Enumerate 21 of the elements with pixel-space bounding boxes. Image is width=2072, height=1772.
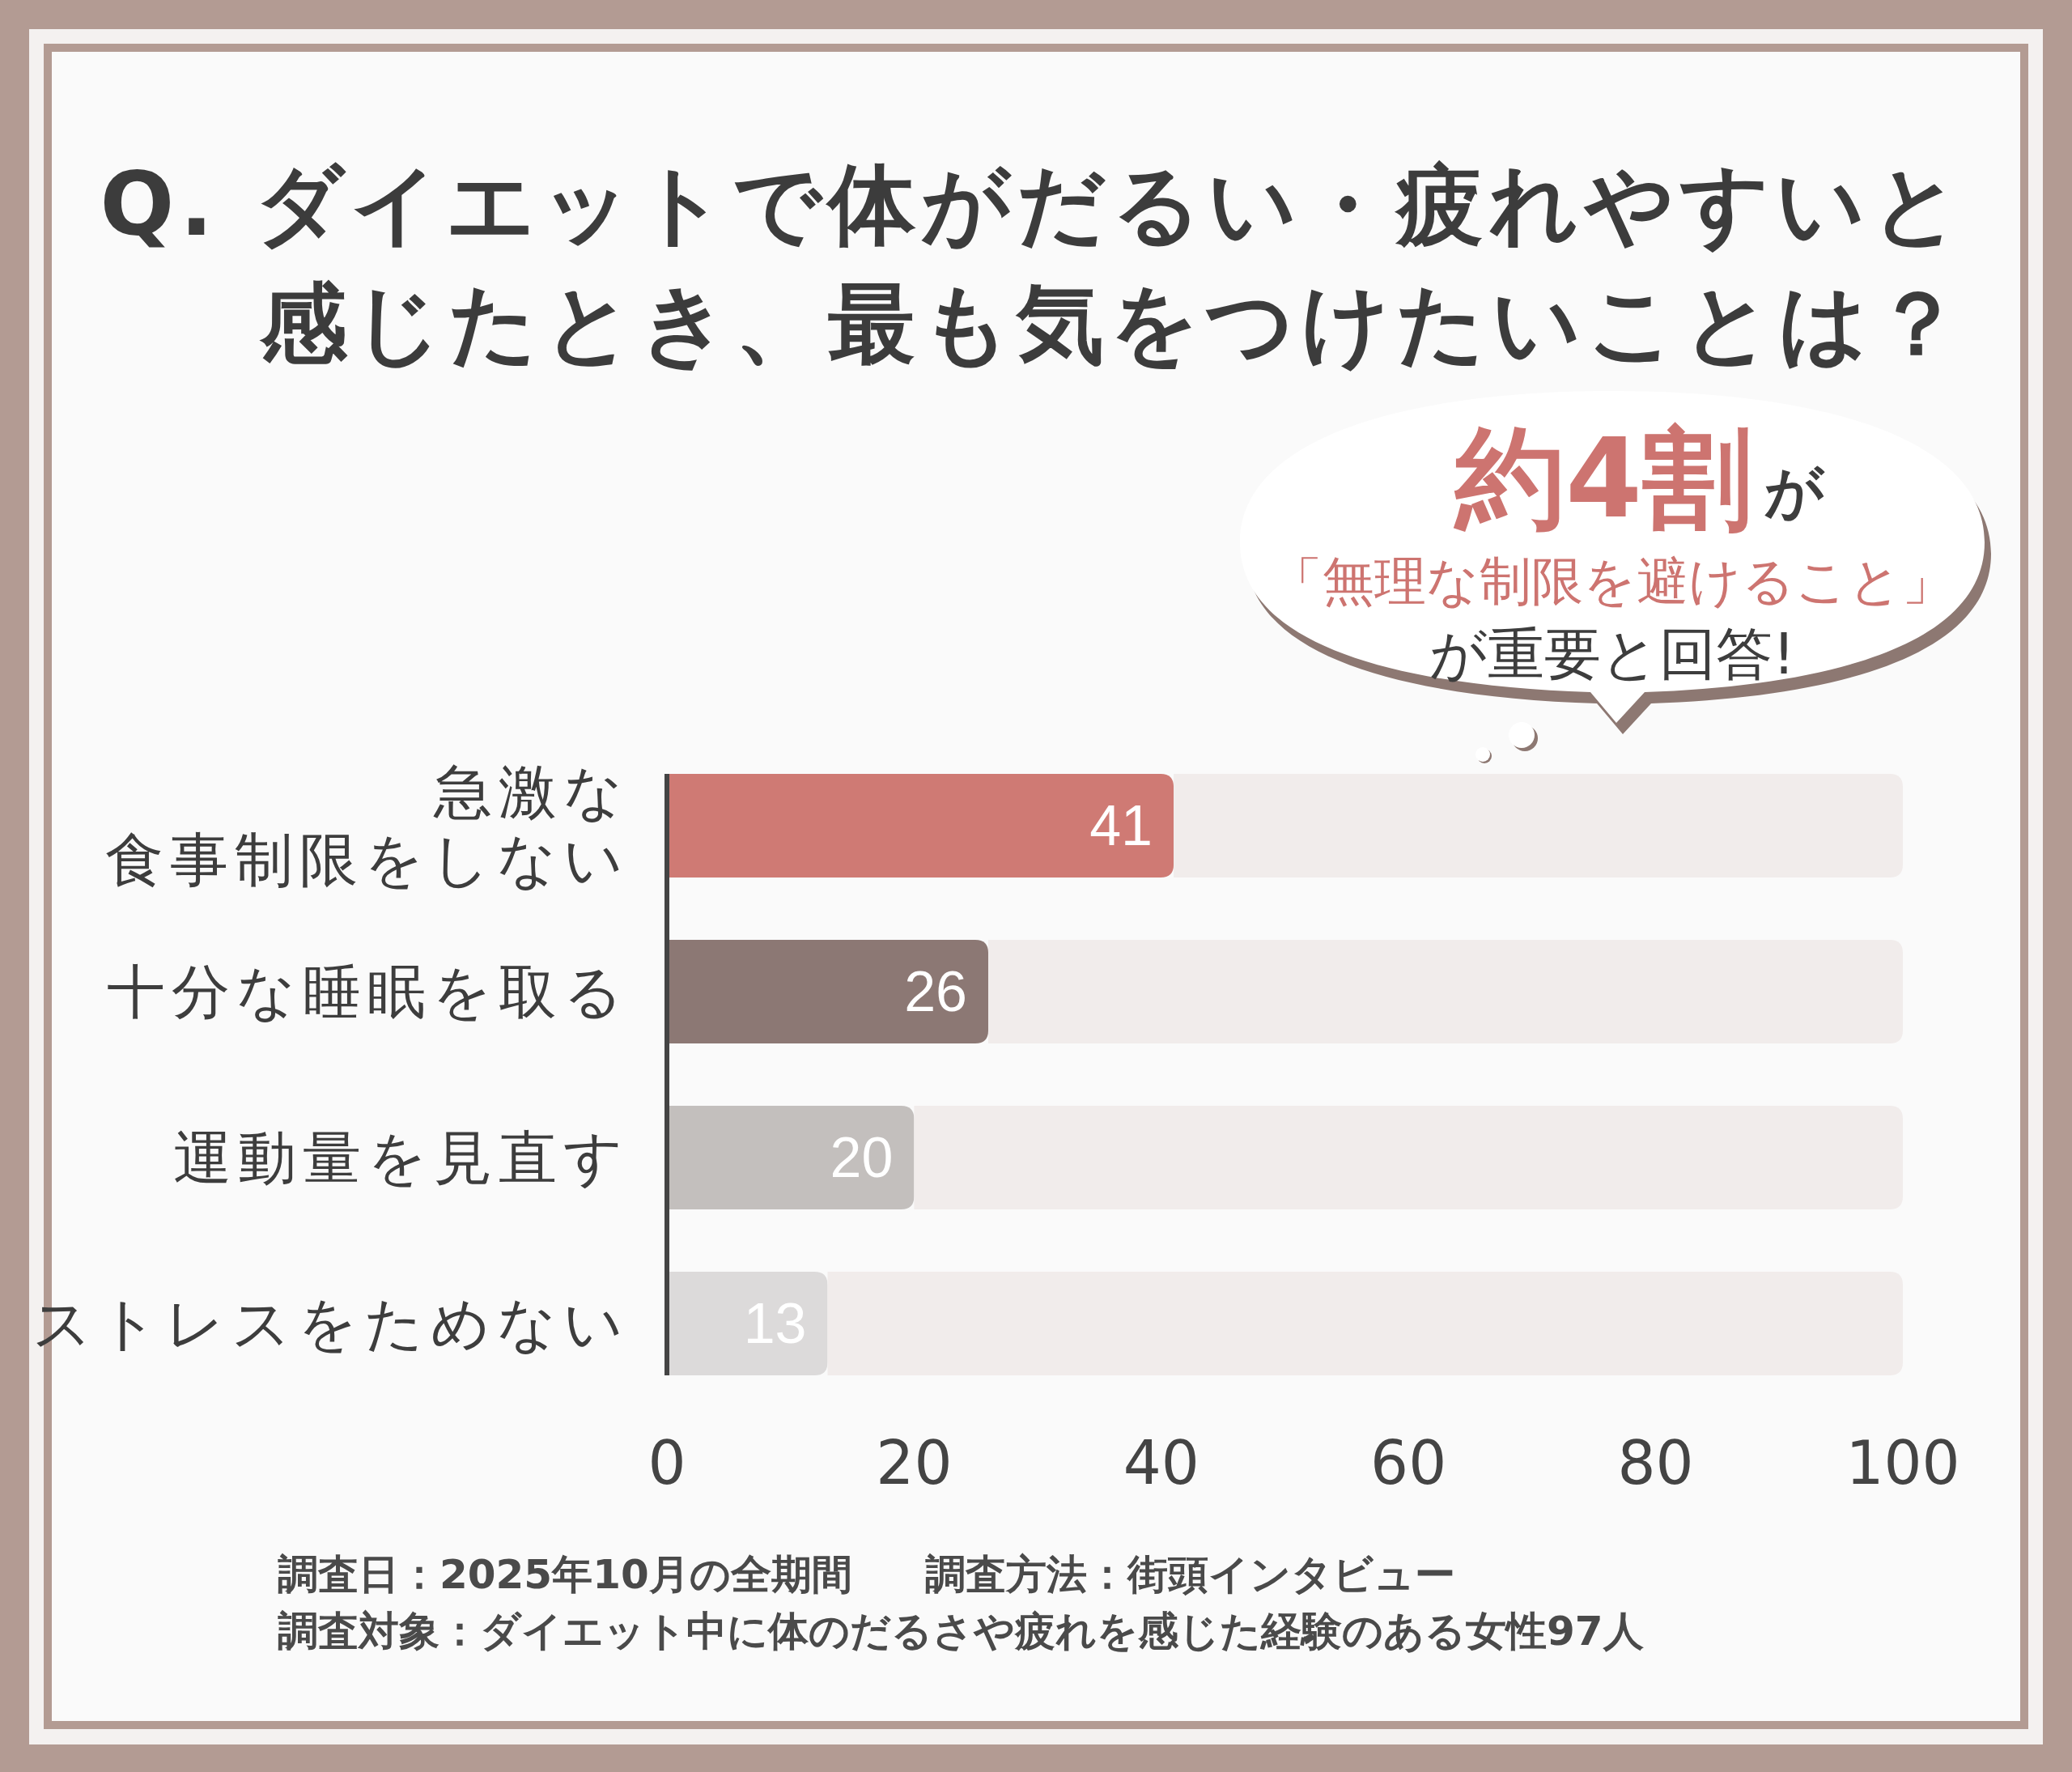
text: が重要と回答! — [1429, 621, 1796, 687]
x-tick-label: 100 — [1845, 1428, 1960, 1498]
text: 約4割 — [1453, 414, 1752, 542]
y-tick-label: 運動量を見直す — [173, 1124, 630, 1192]
text: 「無理な制限を避けること」 — [1271, 551, 1954, 611]
title: Q. ダイエットで体がだるい・疲れやすいと感じたとき、最も気をつけたいことは？ — [100, 154, 1967, 374]
text: 調査日：2025年10月の全期間 — [278, 1551, 852, 1598]
x-tick-label: 20 — [876, 1428, 953, 1498]
data-label: 26 — [904, 960, 968, 1023]
x-tick-label: 60 — [1370, 1428, 1447, 1498]
y-tick-label: 十分な睡眠を取る — [107, 958, 630, 1026]
data-label: 41 — [1089, 794, 1153, 857]
text: 調査対象：ダイエット中に体のだるさや疲れを感じた経験のある女性97人 — [278, 1608, 1644, 1655]
y-tick-label: 急激な食事制限をしない — [105, 758, 630, 894]
x-tick-label: 0 — [648, 1428, 686, 1498]
text: 調査方法：街頭インタビュー — [925, 1551, 1455, 1598]
x-tick-label: 40 — [1123, 1428, 1199, 1498]
y-tick-label: ストレスをためない — [32, 1290, 630, 1358]
x-tick-label: 80 — [1617, 1428, 1694, 1498]
text: が — [1764, 457, 1825, 525]
data-label: 20 — [830, 1126, 894, 1189]
